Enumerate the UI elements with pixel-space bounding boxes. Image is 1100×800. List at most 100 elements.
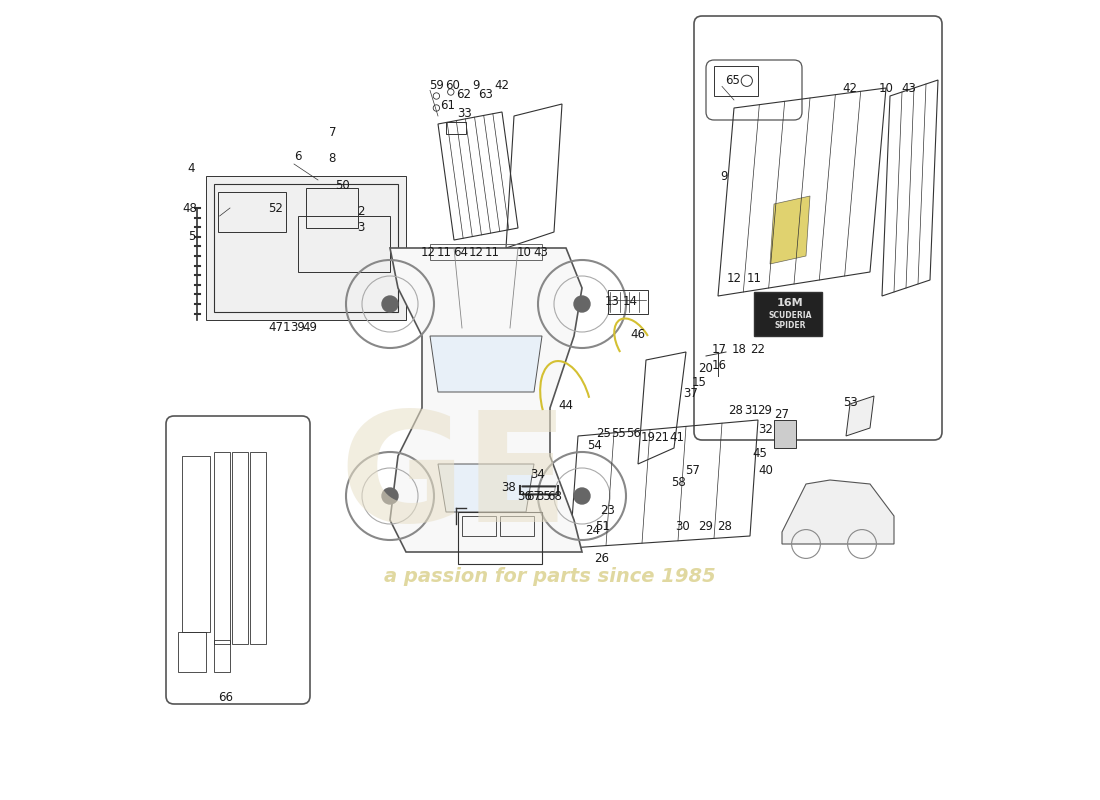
Text: 55: 55 bbox=[610, 427, 626, 440]
Bar bbox=[250, 452, 266, 644]
Text: 49: 49 bbox=[302, 322, 318, 334]
Text: 16M: 16M bbox=[777, 298, 803, 308]
Text: 12: 12 bbox=[421, 246, 436, 258]
Bar bbox=[214, 452, 230, 644]
Text: 29: 29 bbox=[757, 404, 772, 417]
Text: 51: 51 bbox=[595, 520, 610, 533]
Text: 53: 53 bbox=[843, 396, 857, 409]
Text: GE: GE bbox=[339, 406, 569, 554]
Text: 41: 41 bbox=[669, 431, 684, 444]
Text: 44: 44 bbox=[559, 399, 573, 412]
Text: 61: 61 bbox=[440, 99, 455, 112]
Text: 39: 39 bbox=[290, 322, 306, 334]
Text: 3: 3 bbox=[358, 221, 365, 234]
Text: 38: 38 bbox=[500, 481, 516, 494]
Text: 15: 15 bbox=[692, 376, 706, 389]
Text: 40: 40 bbox=[759, 464, 773, 477]
Text: 14: 14 bbox=[623, 295, 638, 308]
Text: 65: 65 bbox=[725, 74, 740, 86]
Bar bbox=[214, 640, 230, 672]
Text: 59: 59 bbox=[429, 79, 443, 92]
Text: 13: 13 bbox=[605, 295, 619, 308]
Text: 66: 66 bbox=[219, 691, 233, 704]
Text: a passion for parts since 1985: a passion for parts since 1985 bbox=[384, 566, 716, 586]
Circle shape bbox=[382, 296, 398, 312]
Text: 8: 8 bbox=[329, 152, 337, 165]
Text: 29: 29 bbox=[698, 520, 714, 533]
Bar bbox=[774, 420, 796, 448]
Text: 68: 68 bbox=[548, 490, 562, 503]
Text: 10: 10 bbox=[517, 246, 531, 258]
Text: 36: 36 bbox=[517, 490, 531, 503]
Bar bbox=[607, 290, 648, 314]
Text: 34: 34 bbox=[530, 468, 546, 481]
Polygon shape bbox=[430, 336, 542, 392]
Text: 20: 20 bbox=[698, 362, 714, 375]
Text: 11: 11 bbox=[437, 246, 452, 258]
Polygon shape bbox=[438, 464, 534, 512]
Text: 19: 19 bbox=[641, 431, 656, 444]
Text: 46: 46 bbox=[630, 328, 646, 341]
Text: 33: 33 bbox=[456, 107, 472, 120]
Bar bbox=[182, 456, 210, 632]
Text: SPIDER: SPIDER bbox=[774, 321, 805, 330]
Circle shape bbox=[574, 296, 590, 312]
Text: 30: 30 bbox=[675, 520, 690, 533]
Bar bbox=[232, 452, 249, 644]
Polygon shape bbox=[206, 176, 406, 320]
Bar bbox=[298, 216, 390, 272]
Bar bbox=[430, 244, 542, 260]
Text: 37: 37 bbox=[683, 387, 698, 400]
Text: 45: 45 bbox=[752, 447, 767, 460]
Text: 62: 62 bbox=[456, 88, 471, 101]
Text: 31: 31 bbox=[745, 404, 759, 417]
Text: 64: 64 bbox=[453, 246, 468, 258]
Text: 42: 42 bbox=[495, 79, 509, 92]
Polygon shape bbox=[770, 196, 810, 264]
Text: 16: 16 bbox=[712, 359, 727, 372]
Text: 42: 42 bbox=[843, 82, 858, 94]
Text: 67: 67 bbox=[527, 490, 541, 503]
Text: 2: 2 bbox=[358, 205, 365, 218]
Polygon shape bbox=[390, 248, 582, 552]
Text: 58: 58 bbox=[671, 476, 685, 489]
Text: 9: 9 bbox=[473, 79, 480, 92]
Text: SCUDERIA: SCUDERIA bbox=[768, 311, 812, 321]
Text: 4: 4 bbox=[188, 162, 196, 174]
Text: 12: 12 bbox=[726, 272, 741, 285]
Text: 17: 17 bbox=[712, 343, 727, 356]
Circle shape bbox=[382, 488, 398, 504]
Text: 54: 54 bbox=[587, 439, 602, 452]
Text: 23: 23 bbox=[601, 504, 615, 517]
Text: 5: 5 bbox=[188, 230, 196, 242]
Text: 25: 25 bbox=[596, 427, 611, 440]
Text: 11: 11 bbox=[485, 246, 499, 258]
Bar bbox=[218, 192, 286, 232]
Text: 21: 21 bbox=[654, 431, 670, 444]
Bar bbox=[462, 516, 496, 536]
Text: 48: 48 bbox=[183, 202, 197, 214]
Text: 1: 1 bbox=[283, 322, 289, 334]
Text: 10: 10 bbox=[879, 82, 893, 94]
Text: 50: 50 bbox=[334, 179, 350, 192]
Text: 60: 60 bbox=[446, 79, 460, 92]
Text: 24: 24 bbox=[585, 524, 600, 537]
Text: 12: 12 bbox=[469, 246, 484, 258]
Polygon shape bbox=[846, 396, 874, 436]
Text: 22: 22 bbox=[750, 343, 766, 356]
Text: 56: 56 bbox=[627, 427, 641, 440]
Bar bbox=[458, 512, 542, 564]
Text: 11: 11 bbox=[747, 272, 761, 285]
Text: 57: 57 bbox=[685, 464, 700, 477]
Bar bbox=[499, 516, 534, 536]
Bar bbox=[446, 122, 466, 134]
Text: 43: 43 bbox=[901, 82, 916, 94]
Text: 35: 35 bbox=[536, 490, 551, 503]
Text: 28: 28 bbox=[717, 520, 732, 533]
Text: 32: 32 bbox=[759, 423, 773, 436]
Text: 7: 7 bbox=[329, 126, 337, 138]
Text: 28: 28 bbox=[728, 404, 743, 417]
Bar bbox=[178, 632, 206, 672]
Polygon shape bbox=[782, 480, 894, 544]
Text: 27: 27 bbox=[774, 408, 790, 421]
